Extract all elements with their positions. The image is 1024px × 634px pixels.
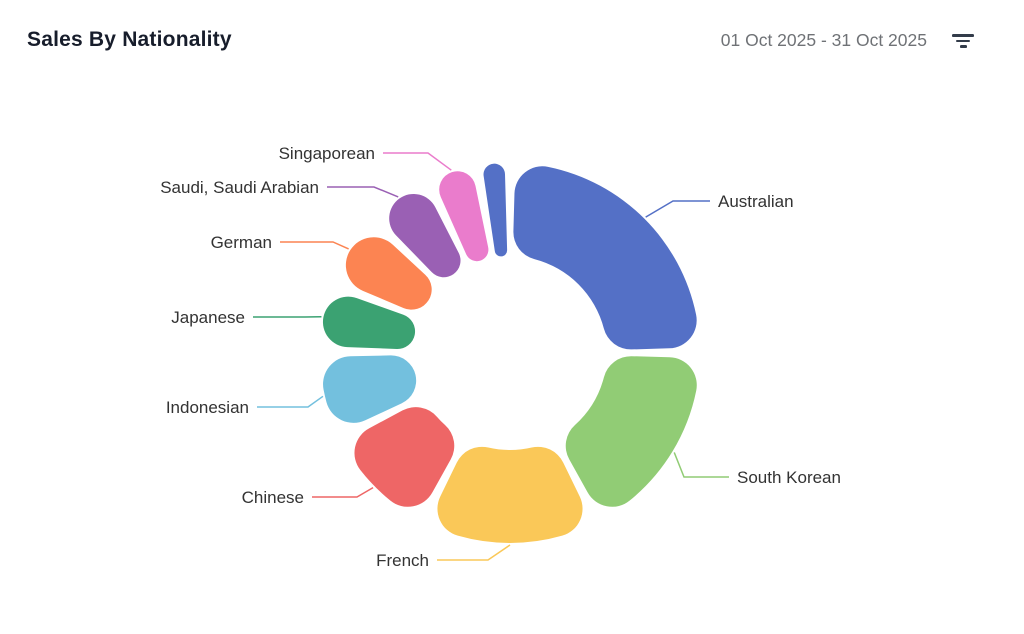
segment-label-australian: Australian bbox=[718, 192, 794, 211]
filter-icon[interactable] bbox=[951, 32, 975, 48]
label-line-saudi-saudi-arabian bbox=[327, 186, 399, 198]
label-line-australian bbox=[645, 200, 710, 218]
pie-slice-saudi-saudi-arabian[interactable] bbox=[389, 193, 461, 278]
segment-label-german: German bbox=[211, 233, 272, 252]
label-line-indonesian bbox=[257, 395, 324, 408]
date-range-label[interactable]: 01 Oct 2025 - 31 Oct 2025 bbox=[720, 29, 927, 50]
page-title: Sales By Nationality bbox=[27, 28, 232, 51]
label-line-german bbox=[280, 241, 349, 250]
segment-label-japanese: Japanese bbox=[171, 308, 245, 327]
filter-icon-bar bbox=[956, 39, 970, 43]
segment-label-singaporean: Singaporean bbox=[279, 144, 375, 163]
label-line-chinese bbox=[312, 486, 374, 498]
segment-label-south-korean: South Korean bbox=[737, 468, 841, 487]
pie-slice-australian[interactable] bbox=[513, 166, 697, 350]
segment-label-french: French bbox=[376, 551, 429, 570]
label-line-french bbox=[437, 544, 511, 561]
pie-slice-japanese[interactable] bbox=[322, 296, 416, 349]
pie-slice-indonesian[interactable] bbox=[323, 355, 417, 423]
segment-label-saudi-saudi-arabian: Saudi, Saudi Arabian bbox=[160, 178, 319, 197]
pie-slice-german[interactable] bbox=[345, 237, 432, 310]
card-header: Sales By Nationality 01 Oct 2025 - 31 Oc… bbox=[0, 0, 1024, 52]
pie-slice-chinese[interactable] bbox=[354, 407, 455, 507]
segment-label-indonesian: Indonesian bbox=[166, 398, 249, 417]
pie-slice-french[interactable] bbox=[437, 446, 583, 544]
header-controls: 01 Oct 2025 - 31 Oct 2025 bbox=[721, 30, 975, 51]
filter-icon-bar bbox=[952, 34, 974, 37]
filter-icon-bar bbox=[959, 45, 967, 48]
segment-label-chinese: Chinese bbox=[242, 488, 304, 507]
label-line-singaporean bbox=[383, 152, 452, 171]
pie-slice-south-korean[interactable] bbox=[565, 356, 697, 507]
pie-slice-singaporean[interactable] bbox=[439, 171, 489, 262]
label-line-south-korean bbox=[673, 452, 729, 478]
pie-slice-unlabeled[interactable] bbox=[483, 163, 508, 257]
